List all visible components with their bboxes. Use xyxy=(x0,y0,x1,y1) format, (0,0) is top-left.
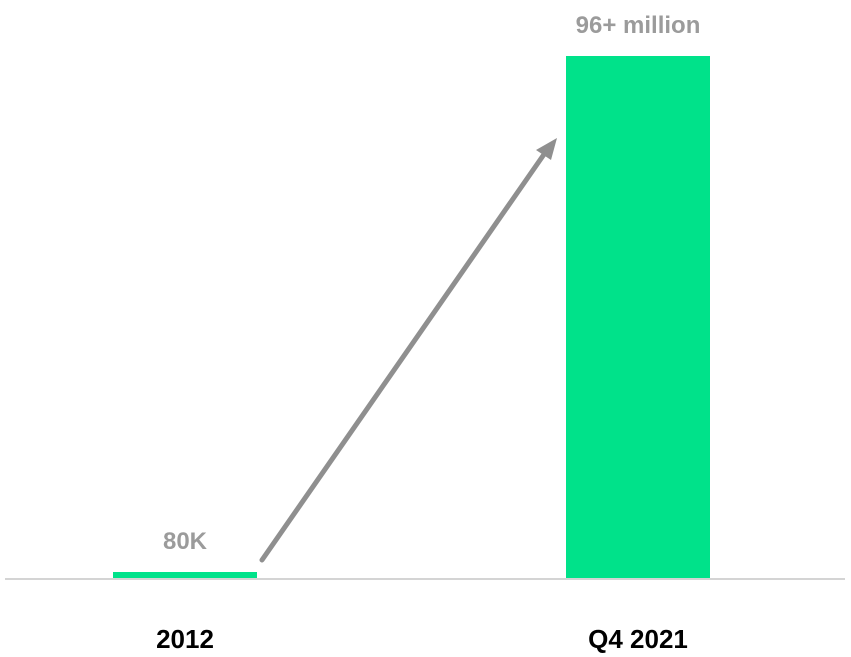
data-label-0: 80K xyxy=(163,528,208,555)
tick-label-0: 2012 xyxy=(156,624,214,654)
bars xyxy=(113,56,710,579)
data-label-1: 96+ million xyxy=(576,12,701,39)
bar-0 xyxy=(113,572,257,579)
arrow-head xyxy=(536,138,557,160)
arrow-shaft xyxy=(259,147,550,563)
tick-label-1: Q4 2021 xyxy=(588,624,688,654)
x-tick-labels: 2012 Q4 2021 xyxy=(156,624,688,654)
bar-1 xyxy=(566,56,710,579)
growth-arrow xyxy=(259,138,557,563)
data-labels: 80K 96+ million xyxy=(163,12,700,555)
